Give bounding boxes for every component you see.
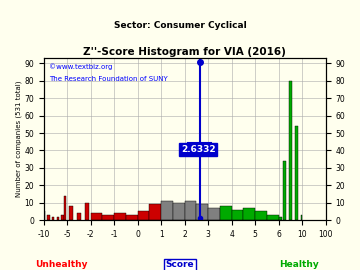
Bar: [52, 217, 54, 220]
Bar: [149, 204, 161, 220]
Bar: [220, 206, 231, 220]
Bar: [255, 211, 267, 220]
Bar: [69, 206, 73, 220]
Bar: [208, 208, 220, 220]
Bar: [138, 211, 149, 220]
Bar: [267, 215, 279, 220]
Bar: [301, 215, 302, 220]
Bar: [103, 215, 114, 220]
Bar: [243, 208, 255, 220]
Bar: [161, 201, 173, 220]
Bar: [61, 215, 64, 220]
Bar: [295, 126, 298, 220]
Text: Unhealthy: Unhealthy: [35, 260, 87, 269]
Bar: [231, 210, 243, 220]
Y-axis label: Number of companies (531 total): Number of companies (531 total): [15, 81, 22, 197]
Bar: [64, 196, 66, 220]
Bar: [283, 161, 286, 220]
Text: Healthy: Healthy: [279, 260, 319, 269]
Text: Sector: Consumer Cyclical: Sector: Consumer Cyclical: [114, 21, 246, 30]
Bar: [91, 213, 103, 220]
Bar: [114, 213, 126, 220]
Bar: [279, 217, 282, 220]
Bar: [196, 204, 208, 220]
Bar: [47, 215, 50, 220]
Bar: [85, 203, 89, 220]
Bar: [44, 211, 45, 220]
Bar: [57, 217, 59, 220]
Bar: [77, 213, 81, 220]
Text: Score: Score: [166, 260, 194, 269]
Bar: [185, 201, 196, 220]
Text: 2.6332: 2.6332: [181, 145, 216, 154]
Title: Z''-Score Histogram for VIA (2016): Z''-Score Histogram for VIA (2016): [83, 48, 286, 58]
Bar: [126, 215, 138, 220]
Bar: [173, 203, 185, 220]
Text: The Research Foundation of SUNY: The Research Foundation of SUNY: [49, 76, 168, 82]
Bar: [289, 81, 292, 220]
Text: ©www.textbiz.org: ©www.textbiz.org: [49, 63, 113, 70]
